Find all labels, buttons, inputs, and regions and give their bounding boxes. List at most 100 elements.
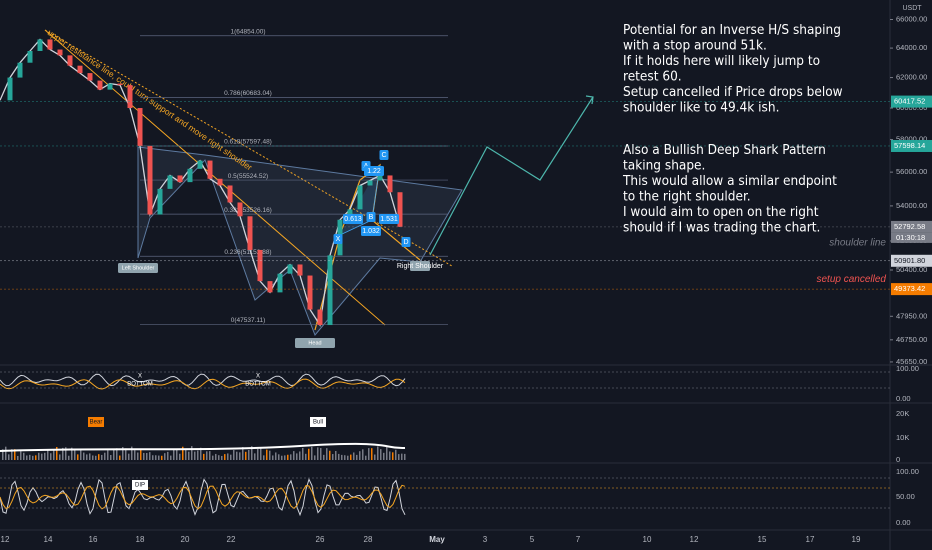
volume-bar — [77, 454, 79, 460]
volume-bar — [89, 453, 91, 460]
volume-bar — [194, 451, 196, 460]
signal-label: BOTTOM — [127, 382, 153, 388]
volume-bar — [320, 448, 322, 460]
volume-bar — [32, 455, 34, 460]
volume-bar — [371, 448, 373, 460]
volume-bar — [101, 454, 103, 460]
indicator-3-line — [0, 478, 406, 517]
candle — [7, 77, 13, 101]
volume-bar — [104, 452, 106, 460]
volume-bar — [74, 449, 76, 460]
candle — [77, 65, 83, 74]
volume-bar — [347, 455, 349, 460]
price-tag — [891, 283, 932, 296]
volume-bar — [272, 455, 274, 460]
volume-bar — [308, 448, 310, 460]
y-tick-label: 54000.00 — [896, 201, 927, 210]
volume-bar — [188, 451, 190, 460]
volume-bar — [44, 452, 46, 460]
volume-bar — [251, 446, 253, 460]
volume-bar — [389, 451, 391, 460]
pattern-label-bg — [410, 261, 430, 271]
candle — [87, 73, 93, 81]
volume-bar — [173, 449, 175, 460]
panel-tick-label: 20K — [896, 409, 909, 418]
volume-bar — [278, 454, 280, 460]
volume-bar — [386, 447, 388, 460]
volume-bar — [224, 454, 226, 460]
annotation-line: to the right shoulder. — [623, 189, 751, 205]
pattern-label-bg — [379, 150, 389, 160]
volume-bar — [131, 446, 133, 460]
candle — [157, 188, 163, 215]
signal-bg — [88, 417, 104, 427]
volume-bar — [116, 448, 118, 460]
volume-bar — [119, 455, 121, 460]
candle — [127, 85, 133, 109]
volume-bar — [212, 455, 214, 460]
volume-bar — [380, 449, 382, 460]
volume-bar — [146, 452, 148, 460]
panel-tick-label: 0 — [896, 455, 900, 464]
candle — [297, 264, 303, 276]
volume-ma — [0, 442, 406, 452]
candle — [137, 108, 143, 146]
price-tag — [891, 139, 932, 152]
volume-bar — [248, 450, 250, 460]
volume-bar — [209, 451, 211, 460]
signal-label: BOTTOM — [245, 382, 271, 388]
panel-tick-label: 100.00 — [896, 364, 919, 373]
candle — [107, 83, 113, 90]
volume-bar — [335, 451, 337, 460]
volume-bar — [203, 453, 205, 460]
pattern-label-bg — [361, 226, 381, 236]
pattern-label: Left Shoulder — [122, 265, 155, 271]
volume-bar — [233, 450, 235, 460]
candle — [317, 309, 323, 326]
time-label: 12 — [1, 535, 10, 544]
volume-bar — [218, 455, 220, 460]
volume-bar — [341, 454, 343, 460]
signal-label: Bear — [90, 420, 103, 426]
pattern-label: 1.032 — [362, 228, 380, 235]
volume-bar — [254, 453, 256, 460]
annotation-line: with a stop around 51k. — [623, 38, 767, 54]
volume-bar — [50, 453, 52, 460]
volume-bar — [281, 455, 283, 460]
signal-label: X — [256, 374, 260, 380]
volume-bar — [206, 451, 208, 460]
volume-bar — [365, 455, 367, 460]
time-label: 15 — [758, 535, 767, 544]
volume-bar — [17, 455, 19, 460]
y-tick-label: 66000.00 — [896, 14, 927, 23]
time-label: 7 — [576, 535, 581, 544]
annotation-line: retest 60. — [623, 69, 682, 85]
price-tag-label: 50901.80 — [894, 256, 925, 265]
volume-bar — [95, 455, 97, 460]
volume-bar — [8, 454, 10, 460]
volume-bar — [293, 451, 295, 460]
candle — [187, 168, 193, 183]
volume-bar — [299, 451, 301, 460]
volume-bar — [317, 447, 319, 460]
candle — [117, 83, 123, 86]
volume-bar — [404, 453, 406, 460]
volume-bar — [266, 449, 268, 460]
y-tick-label: 58000.00 — [896, 135, 927, 144]
volume-bar — [110, 455, 112, 460]
volume-bar — [83, 452, 85, 460]
volume-bar — [164, 453, 166, 460]
volume-bar — [65, 447, 67, 460]
volume-bar — [71, 447, 73, 460]
volume-bar — [359, 451, 361, 460]
time-label: 26 — [316, 535, 325, 544]
candle — [367, 180, 373, 186]
candle — [37, 39, 43, 51]
volume-bar — [2, 449, 4, 460]
time-label: 5 — [530, 535, 535, 544]
time-label: 22 — [227, 535, 236, 544]
time-label: 10 — [643, 535, 652, 544]
pattern-label: 1.22 — [367, 168, 381, 175]
y-tick-label: 46750.00 — [896, 335, 927, 344]
